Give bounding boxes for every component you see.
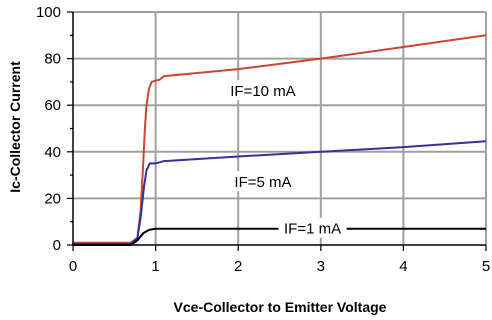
x-tick-label: 4 [399,258,407,275]
x-tick-label: 2 [234,258,242,275]
series-line-2 [73,140,487,245]
y-tick-label: 100 [36,4,61,21]
y-tick-label: 40 [44,144,61,161]
tick-labels: 0 1 2 3 4 5 0 20 40 60 80 100 [36,4,490,275]
series-layer [73,34,487,246]
y-tick-label: 20 [44,190,61,207]
series-annotation-1: IF=10 mA [230,83,295,100]
series-annotation-2: IF=5 mA [234,174,291,191]
y-axis-title: Ic-Collector Current [7,61,23,193]
x-tick-label: 3 [317,258,325,275]
annotation-background [278,217,347,238]
axes [67,11,487,251]
x-tick-label: 5 [482,258,490,275]
y-tick-label: 0 [53,237,61,254]
x-axis-title: Vce-Collector to Emitter Voltage [174,299,387,315]
series-annotation-3: IF=1 mA [284,221,341,238]
x-tick-label: 1 [151,258,159,275]
annotation-background [224,80,302,101]
annotation-layer: IF=10 mA IF=5 mA IF=1 mA [224,80,347,238]
y-tick-label: 80 [44,51,61,68]
series-line-3 [73,227,486,246]
y-tick-label: 60 [44,97,61,114]
series-line-1 [73,34,487,244]
annotation-background [228,171,298,192]
x-tick-label: 0 [69,258,77,275]
grid [73,11,487,245]
